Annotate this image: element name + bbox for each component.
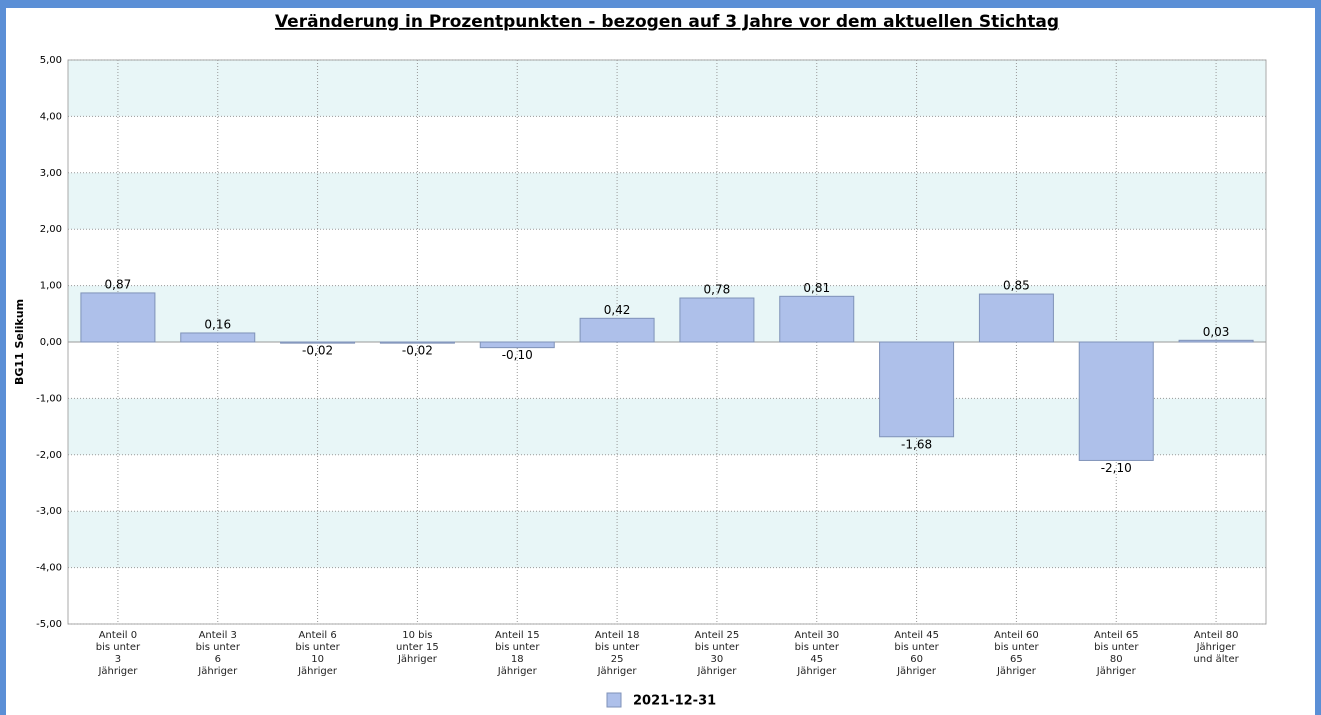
bar [379,341,455,344]
data-label: -0,10 [502,348,533,362]
y-tick-label: -5,00 [36,619,62,630]
data-label: 0,87 [105,277,132,291]
legend-swatch [606,692,622,708]
bar [1178,339,1254,343]
grid-band [68,285,1266,342]
y-tick-label: 2,00 [40,224,62,235]
bar [679,297,755,343]
frame: Veränderung in Prozentpunkten - bezogen … [6,8,1315,715]
y-tick-label: 1,00 [40,281,62,292]
x-tick-label: Anteil 80 Jähriger und älter [1193,630,1239,665]
x-tick-label: Anteil 30 bis unter 45 Jähriger [794,630,840,677]
data-label: -0,02 [302,344,333,358]
chart: Veränderung in Prozentpunkten - bezogen … [13,12,1267,709]
bar [879,341,955,438]
bar [978,293,1054,343]
x-tick-label: Anteil 60 bis unter 65 Jähriger [994,630,1039,677]
x-tick-label: 10 bis unter 15 Jähriger [396,630,439,665]
data-label: 0,85 [1003,279,1030,293]
bar [1078,341,1154,461]
y-tick-label: -2,00 [36,450,62,461]
x-tick-label: Anteil 0 bis unter 3 Jähriger [95,630,141,677]
bar [280,341,356,344]
data-label: 0,42 [604,303,631,317]
bar [579,317,655,343]
y-tick-label: 3,00 [40,168,62,179]
y-tick-label: -1,00 [36,393,62,404]
y-axis-label: BG11 Selikum [13,299,26,385]
grid-band [68,398,1266,455]
y-tick-label: 5,00 [40,55,62,66]
data-label: -0,02 [402,344,433,358]
bar [180,332,256,343]
bar [479,341,555,349]
x-tick-label: Anteil 45 bis unter 60 Jähriger [894,630,939,677]
data-label: -2,10 [1101,461,1132,475]
grid-band [68,511,1266,568]
grid-band [68,60,1266,117]
grid-band [68,172,1266,230]
x-tick-label: Anteil 65 bis unter 80 Jähriger [1093,630,1139,677]
y-tick-label: 4,00 [40,111,62,122]
x-tick-label: Anteil 6 bis unter 10 Jähriger [295,630,340,677]
bar [80,292,156,343]
x-tick-label: Anteil 3 bis unter 6 Jähriger [195,630,240,677]
y-tick-label: -4,00 [36,563,62,574]
chart-title: Veränderung in Prozentpunkten - bezogen … [275,12,1059,32]
y-tick-label: 0,00 [40,337,62,348]
data-label: 0,16 [204,317,231,331]
bar [779,295,855,343]
x-tick-label: Anteil 15 bis unter 18 Jähriger [494,630,540,677]
data-label: 0,03 [1203,325,1230,339]
data-label: 0,81 [803,281,830,295]
x-tick-label: Anteil 18 bis unter 25 Jähriger [594,630,640,677]
y-tick-label: -3,00 [36,506,62,517]
data-label: 0,78 [704,283,731,297]
data-label: -1,68 [901,437,932,451]
legend-label: 2021-12-31 [633,694,716,709]
x-tick-label: Anteil 25 bis unter 30 Jähriger [694,630,740,677]
